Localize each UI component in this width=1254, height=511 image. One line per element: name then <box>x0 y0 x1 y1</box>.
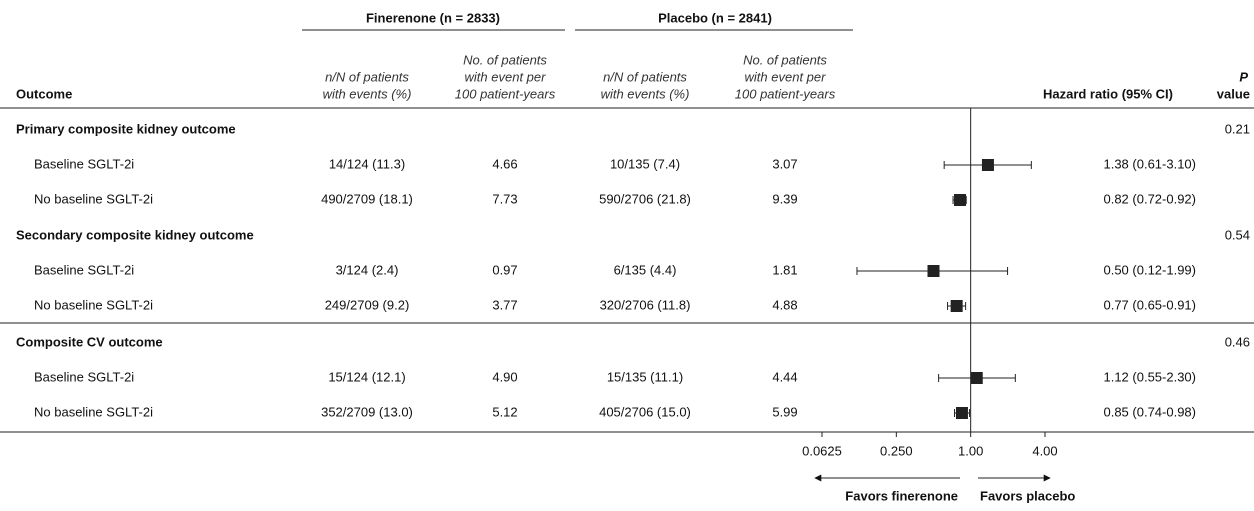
cell: 249/2709 (9.2) <box>325 297 410 312</box>
hr-label: 0.85 (0.74-0.98) <box>1103 404 1196 419</box>
column-header: No. of patients <box>743 52 827 67</box>
hr-marker <box>981 159 994 171</box>
p-header: P <box>1239 69 1248 84</box>
p-value: 0.54 <box>1225 227 1250 242</box>
row-label: Baseline SGLT-2i <box>34 369 134 384</box>
cell: 5.12 <box>492 404 517 419</box>
cell: 14/124 (11.3) <box>329 156 405 171</box>
hr-header: Hazard ratio (95% CI) <box>1043 86 1173 101</box>
hr-label: 1.38 (0.61-3.10) <box>1103 156 1196 171</box>
arm-header: Placebo (n = 2841) <box>658 10 772 25</box>
cell: 15/135 (11.1) <box>607 369 683 384</box>
cell: 4.44 <box>772 369 797 384</box>
cell: 3/124 (2.4) <box>336 262 399 277</box>
cell: 352/2709 (13.0) <box>321 404 413 419</box>
column-header: n/N of patients <box>603 69 687 84</box>
hr-marker <box>927 265 940 277</box>
cell: 4.66 <box>492 156 517 171</box>
cell: 3.07 <box>772 156 797 171</box>
row-label: No baseline SGLT-2i <box>34 297 153 312</box>
outcome-header: Outcome <box>16 86 72 101</box>
group-label: Primary composite kidney outcome <box>16 121 236 136</box>
cell: 4.88 <box>772 297 797 312</box>
x-tick-label: 0.250 <box>880 443 913 458</box>
cell: 320/2706 (11.8) <box>600 297 691 312</box>
annotation: Favors finerenone <box>845 488 958 503</box>
cell: 6/135 (4.4) <box>614 262 677 277</box>
cell: 590/2706 (21.8) <box>599 191 691 206</box>
cell: 9.39 <box>772 191 797 206</box>
column-header: 100 patient-years <box>735 86 836 101</box>
cell: 4.90 <box>492 369 517 384</box>
hr-marker <box>955 407 968 419</box>
column-header: with events (%) <box>601 86 690 101</box>
column-header: n/N of patients <box>325 69 409 84</box>
hr-label: 0.82 (0.72-0.92) <box>1103 191 1196 206</box>
cell: 7.73 <box>492 191 517 206</box>
column-header: with events (%) <box>323 86 412 101</box>
hr-label: 1.12 (0.55-2.30) <box>1103 369 1196 384</box>
group-label: Composite CV outcome <box>16 334 163 349</box>
x-tick-label: 1.00 <box>958 443 983 458</box>
hr-marker <box>970 372 983 384</box>
column-header: No. of patients <box>463 52 547 67</box>
hr-marker <box>954 194 967 206</box>
group-label: Secondary composite kidney outcome <box>16 227 254 242</box>
p-value: 0.46 <box>1225 334 1250 349</box>
cell: 0.97 <box>492 262 517 277</box>
p-value: 0.21 <box>1225 121 1250 136</box>
row-label: Baseline SGLT-2i <box>34 156 134 171</box>
cell: 5.99 <box>772 404 797 419</box>
cell: 10/135 (7.4) <box>610 156 680 171</box>
arm-header: Finerenone (n = 2833) <box>366 10 500 25</box>
column-header: 100 patient-years <box>455 86 556 101</box>
row-label: No baseline SGLT-2i <box>34 191 153 206</box>
cell: 15/124 (12.1) <box>328 369 405 384</box>
column-header: with event per <box>745 69 827 84</box>
cell: 1.81 <box>772 262 797 277</box>
x-tick-label: 4.00 <box>1032 443 1057 458</box>
cell: 405/2706 (15.0) <box>599 404 691 419</box>
hr-marker <box>950 300 963 312</box>
cell: 3.77 <box>492 297 517 312</box>
column-header: with event per <box>465 69 547 84</box>
hr-label: 0.77 (0.65-0.91) <box>1103 297 1196 312</box>
hr-label: 0.50 (0.12-1.99) <box>1103 262 1196 277</box>
cell: 490/2709 (18.1) <box>321 191 413 206</box>
p-header: value <box>1217 86 1250 101</box>
row-label: No baseline SGLT-2i <box>34 404 153 419</box>
annotation: Favors placebo <box>980 488 1075 503</box>
x-tick-label: 0.0625 <box>802 443 842 458</box>
row-label: Baseline SGLT-2i <box>34 262 134 277</box>
